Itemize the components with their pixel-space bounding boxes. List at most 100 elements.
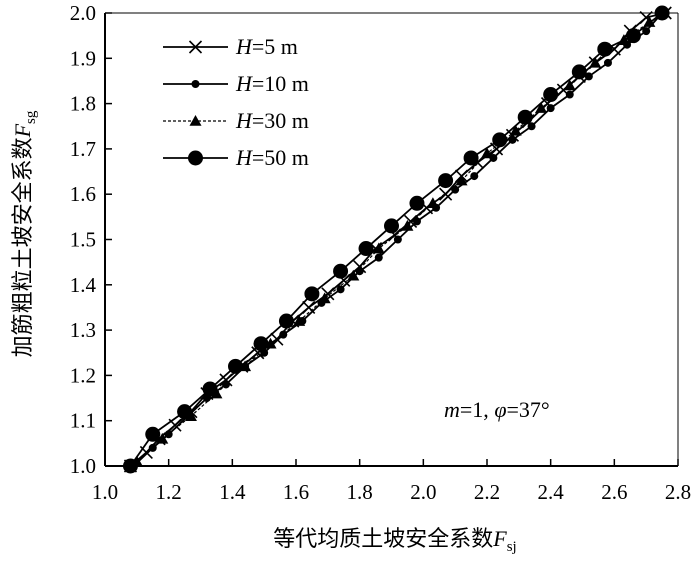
data-point — [384, 218, 399, 234]
data-point — [333, 263, 349, 279]
legend-entry: H=30 m — [163, 108, 309, 133]
data-point — [347, 269, 360, 281]
data-point — [625, 28, 641, 44]
y-tick-label: 1.1 — [70, 409, 96, 433]
x-tick-label: 1.0 — [92, 480, 118, 504]
data-point — [439, 187, 453, 201]
data-point — [426, 197, 439, 209]
x-tick-label: 1.4 — [219, 480, 246, 504]
data-point — [597, 41, 613, 57]
data-point — [358, 241, 374, 257]
x-tick-label: 2.6 — [601, 480, 627, 504]
y-tick-label: 1.6 — [70, 182, 96, 206]
y-tick-label: 1.5 — [70, 228, 96, 252]
y-axis-ticks: 1.0 1.1 1.2 1.3 1.4 1.5 1.6 1.7 1.8 1.9 2.0 — [70, 1, 112, 478]
legend-marker — [189, 115, 202, 126]
data-point — [527, 122, 536, 131]
annotation-m-var: m — [444, 397, 460, 422]
x-tick-label: 2.0 — [410, 480, 436, 504]
x-axis-title-sub: sj — [507, 539, 517, 555]
data-point — [219, 373, 233, 387]
legend-label: H=30 m — [235, 108, 309, 133]
data-point — [642, 27, 651, 36]
annotation-phi-value: =37° — [506, 397, 549, 422]
data-point — [393, 235, 402, 244]
data-point — [355, 267, 364, 276]
y-axis-title: 加筋粗粒土坡安全系数Fsg — [10, 110, 39, 357]
data-point — [517, 109, 533, 125]
data-point — [563, 79, 576, 91]
data-point — [509, 124, 522, 136]
data-point — [374, 253, 383, 262]
data-point — [584, 72, 593, 81]
x-tick-label: 2.4 — [538, 480, 565, 504]
data-point — [409, 195, 425, 211]
data-point — [318, 292, 331, 304]
y-tick-label: 1.9 — [70, 46, 96, 70]
data-point — [145, 426, 161, 442]
y-axis-title-sub: sg — [23, 110, 39, 124]
data-point — [463, 150, 479, 166]
legend-label: H=5 m — [235, 34, 298, 59]
series-line — [136, 21, 650, 462]
y-tick-label: 1.4 — [70, 273, 97, 297]
annotation-m-value: =1, — [460, 397, 494, 422]
y-tick-label: 1.8 — [70, 92, 96, 116]
x-tick-label: 2.8 — [665, 480, 691, 504]
legend-marker — [191, 80, 200, 88]
legend-marker — [188, 40, 203, 54]
data-point — [654, 5, 670, 21]
legend-entry: H=50 m — [163, 145, 309, 170]
data-point — [228, 358, 244, 374]
series-3 — [122, 5, 670, 474]
x-tick-label: 1.8 — [347, 480, 373, 504]
y-tick-label: 1.2 — [70, 363, 96, 387]
data-point — [455, 174, 468, 186]
data-point — [603, 58, 612, 67]
data-point — [470, 172, 479, 181]
annotation-phi-var: φ — [494, 397, 506, 422]
data-point — [353, 260, 367, 274]
data-point — [565, 90, 574, 99]
y-tick-label: 1.3 — [70, 318, 96, 342]
data-point — [372, 242, 385, 254]
data-point — [122, 458, 138, 474]
series-1 — [129, 9, 667, 470]
data-point — [438, 173, 454, 189]
legend-entry: H=5 m — [163, 34, 298, 59]
x-axis-title: 等代均质土坡安全系数Fsj — [273, 526, 516, 555]
data-point — [543, 87, 559, 103]
y-tick-label: 2.0 — [70, 1, 96, 25]
data-point — [508, 135, 517, 144]
data-point — [336, 285, 345, 294]
data-point — [293, 315, 306, 326]
x-axis-ticks: 1.0 1.2 1.4 1.6 1.8 2.0 2.2 2.4 2.6 2.8 — [92, 459, 691, 504]
y-tick-label: 1.0 — [70, 454, 96, 478]
data-point — [535, 102, 548, 113]
data-point — [156, 432, 169, 444]
x-axis-title-text: 等代均质土坡安全系数 — [273, 527, 493, 552]
y-tick-label: 1.7 — [70, 137, 96, 161]
x-axis-title-var: F — [492, 526, 507, 551]
legend-marker — [188, 150, 203, 166]
y-axis-title-text: 加筋粗粒土坡安全系数 — [11, 137, 36, 357]
legend-label: H=10 m — [235, 71, 309, 96]
data-point — [412, 217, 421, 226]
data-point — [177, 404, 193, 420]
data-point — [481, 147, 493, 159]
data-point — [401, 219, 414, 231]
data-point — [546, 104, 555, 113]
series-layer — [122, 5, 672, 474]
data-point — [278, 313, 294, 329]
data-point — [589, 56, 602, 68]
data-point — [643, 16, 656, 27]
data-point — [304, 286, 320, 302]
legend: H=5 m H=10 m H=30 m H=50 m — [163, 34, 309, 170]
data-point — [202, 381, 218, 397]
x-tick-label: 2.2 — [474, 480, 500, 504]
x-tick-label: 1.2 — [156, 480, 182, 504]
x-tick-label: 1.6 — [283, 480, 309, 504]
legend-label: H=50 m — [235, 145, 309, 170]
data-point — [451, 185, 460, 194]
